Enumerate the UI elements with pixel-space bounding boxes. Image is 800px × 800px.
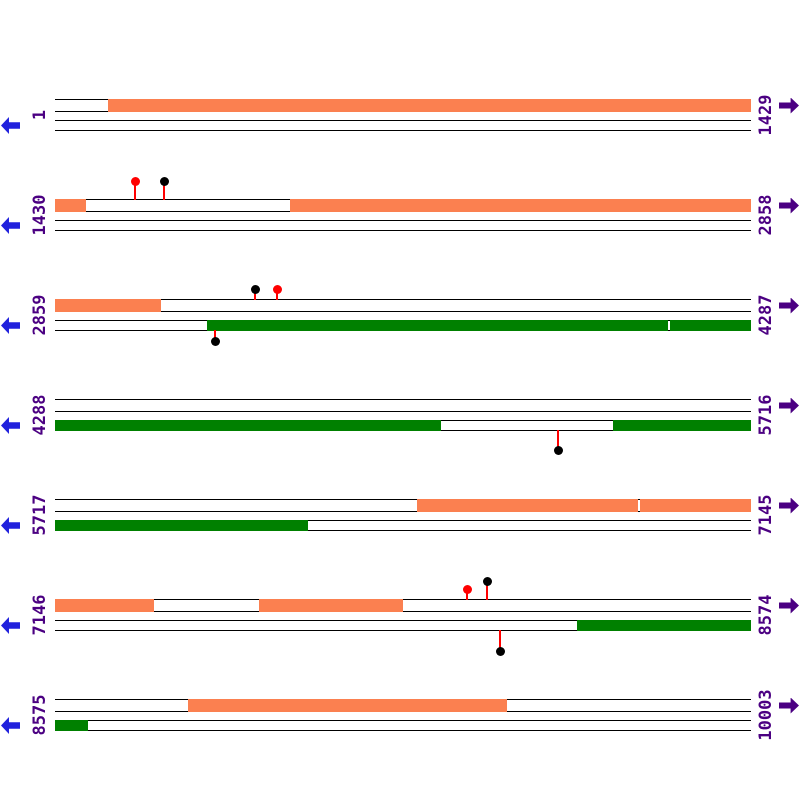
reverse-orf-bar [55, 420, 441, 431]
site-marker-stem [134, 181, 136, 200]
reverse-orf-bar [577, 620, 751, 631]
reverse-strand-arrow-icon [1, 117, 20, 134]
forward-orf-bar [108, 99, 751, 112]
row-end-coordinate: 4287 [756, 294, 776, 336]
forward-strand-track [55, 499, 751, 512]
site-marker-head [272, 284, 282, 294]
reverse-strand-track [55, 720, 751, 731]
forward-strand-arrow-icon [779, 197, 799, 214]
forward-orf-bar [188, 699, 507, 712]
reverse-strand-track [55, 120, 751, 131]
site-marker-head [159, 176, 169, 186]
forward-strand-arrow-icon [779, 397, 799, 414]
reverse-strand-arrow-icon [1, 717, 20, 734]
forward-orf-bar [290, 199, 751, 212]
site-marker-stem [486, 581, 488, 600]
forward-strand-track [55, 399, 751, 412]
site-marker-head [482, 576, 492, 586]
forward-strand-track [55, 599, 751, 612]
row-start-coordinate: 1430 [30, 194, 50, 236]
site-marker-head [130, 176, 140, 186]
reverse-strand-arrow-icon [1, 317, 20, 334]
row-start-coordinate: 7146 [30, 594, 50, 636]
forward-strand-arrow-icon [779, 697, 799, 714]
reverse-strand-arrow-icon [1, 217, 20, 234]
reverse-orf-bar [207, 320, 668, 331]
site-marker-head [553, 445, 563, 455]
row-end-coordinate: 2858 [756, 194, 776, 236]
site-marker-stem [254, 289, 256, 300]
row-end-coordinate: 8574 [756, 594, 776, 636]
forward-orf-bar [55, 199, 86, 212]
site-marker-head [250, 284, 260, 294]
site-marker-stem [276, 289, 278, 300]
forward-strand-track [55, 299, 751, 312]
site-marker-stem [557, 430, 559, 450]
row-start-coordinate: 5717 [30, 494, 50, 536]
row-end-coordinate: 10003 [756, 689, 776, 741]
reverse-orf-bar [613, 420, 751, 431]
site-marker-stem [163, 181, 165, 200]
forward-orf-bar [417, 499, 638, 512]
reverse-orf-bar [55, 520, 308, 531]
forward-orf-bar [55, 599, 154, 612]
forward-orf-bar [259, 599, 403, 612]
reverse-strand-arrow-icon [1, 617, 20, 634]
row-start-coordinate: 1 [30, 109, 50, 121]
forward-strand-arrow-icon [779, 97, 799, 114]
reverse-strand-track [55, 520, 751, 531]
row-start-coordinate: 4288 [30, 394, 50, 436]
reverse-orf-bar [55, 720, 88, 731]
row-end-coordinate: 1429 [756, 94, 776, 136]
forward-orf-bar [640, 499, 751, 512]
row-start-coordinate: 8575 [30, 694, 50, 736]
site-marker-head [210, 336, 220, 346]
site-marker-stem [214, 330, 216, 341]
reverse-strand-track [55, 620, 751, 631]
reverse-orf-bar [670, 320, 751, 331]
row-start-coordinate: 2859 [30, 294, 50, 336]
site-marker-stem [466, 589, 468, 600]
site-marker-stem [499, 630, 501, 651]
site-marker-head [495, 646, 505, 656]
reverse-strand-arrow-icon [1, 417, 20, 434]
reverse-strand-arrow-icon [1, 517, 20, 534]
site-marker-head [462, 584, 472, 594]
forward-strand-arrow-icon [779, 597, 799, 614]
forward-strand-arrow-icon [779, 497, 799, 514]
row-end-coordinate: 5716 [756, 394, 776, 436]
forward-orf-bar [55, 299, 161, 312]
reverse-strand-track [55, 220, 751, 231]
row-end-coordinate: 7145 [756, 494, 776, 536]
forward-strand-arrow-icon [779, 297, 799, 314]
